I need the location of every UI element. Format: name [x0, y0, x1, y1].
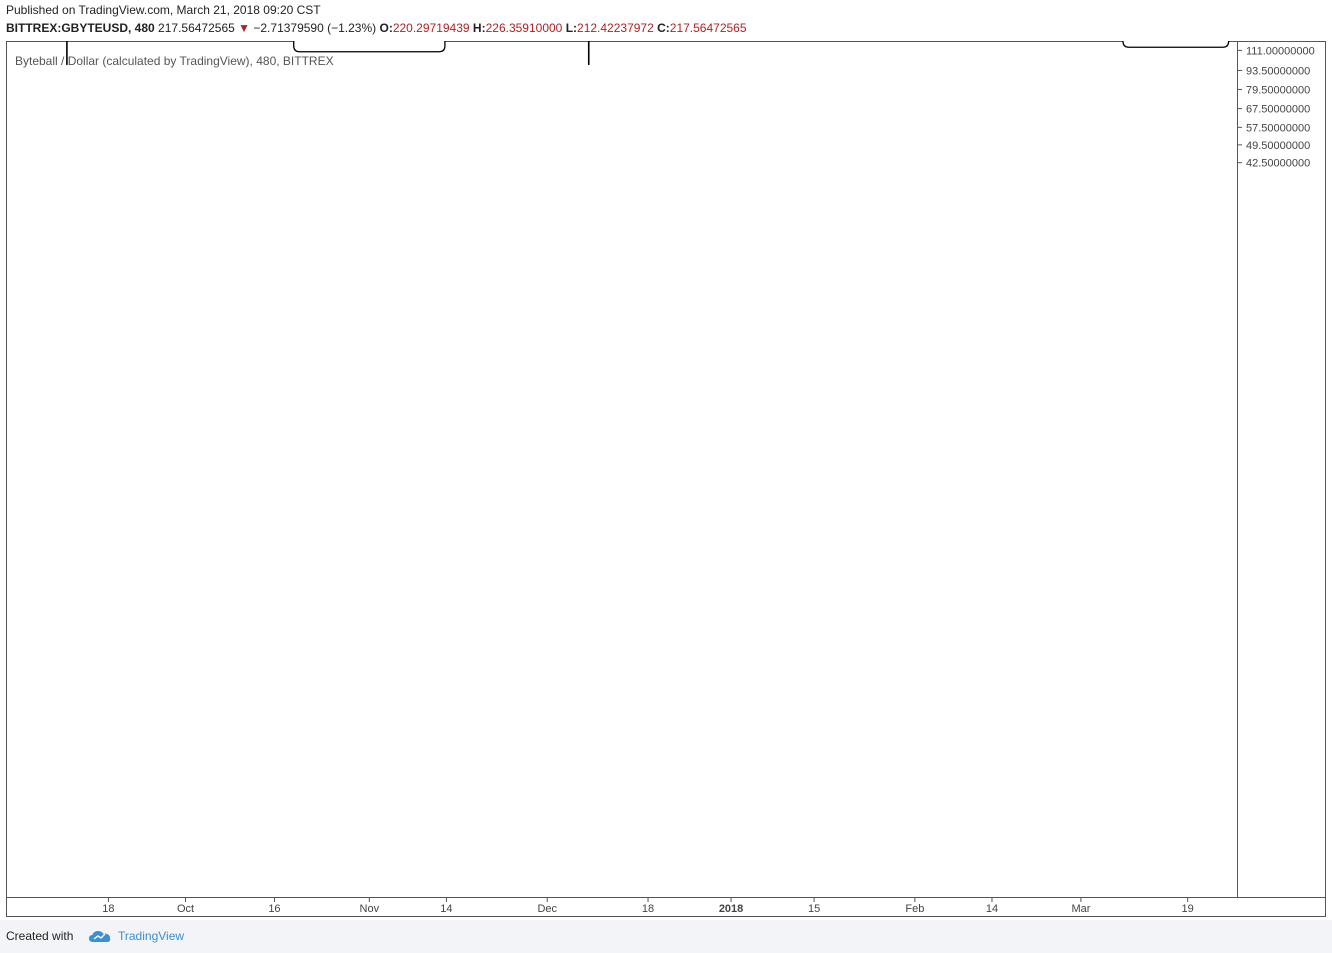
tradingview-brand-link[interactable]: TradingView [88, 926, 184, 946]
svg-text:2018: 2018 [719, 903, 743, 915]
svg-text:Oct: Oct [177, 903, 194, 915]
open-label: O: [379, 21, 393, 35]
svg-text:Mar: Mar [1071, 903, 1090, 915]
svg-text:67.50000000: 67.50000000 [1246, 104, 1310, 116]
y-axis-tick: 111.00000000 [1237, 45, 1315, 57]
svg-text:19: 19 [1182, 903, 1194, 915]
x-axis-tick: 14 [440, 897, 453, 915]
svg-text:79.50000000: 79.50000000 [1246, 84, 1310, 96]
up-arrow-icon [66, 41, 68, 65]
price-change: −2.71379590 (−1.23%) [253, 21, 377, 35]
x-axis-tick: Dec [537, 897, 558, 915]
svg-text:93.50000000: 93.50000000 [1246, 65, 1310, 77]
last-price: 217.56472565 [158, 21, 235, 35]
svg-text:42.50000000: 42.50000000 [1246, 158, 1310, 170]
open-value: 220.29719439 [392, 21, 470, 35]
symbol-name: BITTREX:GBYTEUSD, 480 [6, 21, 155, 35]
price-chart[interactable]: Byteball / Dollar (calculated by Trading… [6, 41, 1326, 917]
up-arrow-icon [587, 41, 590, 65]
x-axis-tick: Mar [1071, 897, 1091, 915]
symbol-info-bar: BITTREX:GBYTEUSD, 480 217.56472565 ▼ −2.… [6, 21, 747, 35]
close-value: 217.56472565 [669, 21, 747, 35]
x-axis-tick: 19 [1182, 897, 1194, 915]
chart-frame [6, 41, 1326, 917]
chart-title: Byteball / Dollar (calculated by Trading… [15, 54, 334, 68]
x-axis-tick: Oct [177, 897, 194, 915]
footer-bar: Created with TradingView [0, 920, 1332, 953]
svg-text:14: 14 [440, 903, 452, 915]
svg-text:Massive structure: Massive structure [320, 41, 419, 43]
svg-text:Feb: Feb [905, 903, 924, 915]
x-axis-tick: 16 [268, 897, 281, 915]
low-value: 212.42237972 [577, 21, 654, 35]
svg-text:14: 14 [986, 903, 998, 915]
annotation-callout: Massive structure [293, 41, 446, 53]
low-label: L: [565, 21, 578, 35]
x-axis-tick: 18 [102, 897, 115, 915]
svg-text:111.00000000: 111.00000000 [1246, 45, 1315, 57]
x-axis-tick: 14 [986, 897, 998, 915]
annotation-callout: Inverse H&S [1122, 41, 1230, 48]
y-axis-tick: 79.50000000 [1237, 84, 1310, 96]
svg-text:16: 16 [268, 903, 280, 915]
x-axis-tick: Feb [905, 897, 924, 915]
svg-text:18: 18 [102, 903, 114, 915]
high-value: 226.35910000 [485, 21, 563, 35]
down-arrow-icon: ▼ [238, 21, 251, 35]
y-axis-tick: 57.50000000 [1237, 122, 1310, 134]
svg-text:Nov: Nov [360, 903, 380, 915]
created-with-text: Created with [6, 929, 74, 943]
x-axis-tick: 15 [808, 897, 820, 915]
high-label: H: [472, 21, 486, 35]
y-axis-tick: 93.50000000 [1237, 65, 1310, 77]
x-axis-tick: 18 [642, 897, 654, 915]
svg-text:15: 15 [808, 903, 820, 915]
x-axis-tick: Nov [360, 897, 380, 915]
svg-text:18: 18 [642, 903, 654, 915]
y-axis-tick: 49.50000000 [1237, 140, 1310, 152]
y-axis-tick: 42.50000000 [1237, 158, 1310, 170]
svg-text:57.50000000: 57.50000000 [1246, 122, 1310, 134]
y-axis-tick: 67.50000000 [1237, 104, 1310, 116]
svg-text:49.50000000: 49.50000000 [1246, 140, 1310, 152]
brand-name: TradingView [118, 929, 185, 943]
published-caption: Published on TradingView.com, March 21, … [6, 3, 321, 17]
cloud-icon [89, 931, 111, 942]
svg-text:Dec: Dec [537, 903, 557, 915]
x-axis-tick: 2018 [719, 897, 743, 915]
close-label: C: [657, 21, 670, 35]
